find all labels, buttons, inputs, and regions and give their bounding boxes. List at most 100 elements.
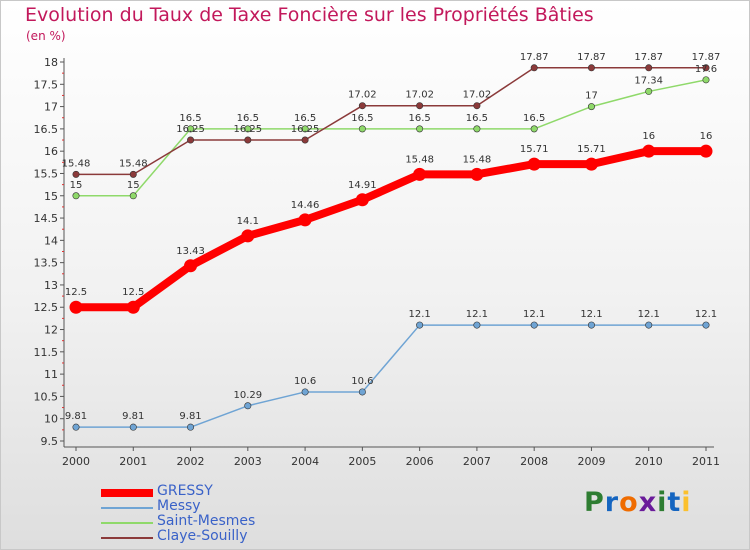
unit-label: (en %): [26, 29, 66, 43]
data-label: 15.71: [520, 144, 549, 155]
y-tick-label: 14: [44, 234, 58, 247]
data-label: 12.1: [466, 309, 488, 320]
data-point: [416, 102, 424, 110]
data-label: 12.1: [523, 309, 545, 320]
data-point: [587, 103, 595, 111]
data-label: 17: [585, 91, 598, 102]
data-labels: 9.81 9.81 9.81 10.29 10.6 10.6 12.1 12.1 12.1 12.…: [62, 52, 721, 422]
data-point: [530, 321, 538, 329]
legend-swatch: [101, 537, 153, 539]
data-point: [129, 170, 137, 178]
data-label: 10.6: [351, 376, 373, 387]
data-point: [473, 321, 481, 329]
data-label: 17.87: [520, 52, 549, 63]
y-tick-label: 11: [44, 368, 58, 381]
x-tick-label: 2008: [520, 455, 548, 468]
series-line-3: [76, 67, 706, 176]
data-point: [470, 167, 484, 181]
data-point: [355, 193, 369, 207]
data-label: 17.02: [405, 90, 434, 101]
data-label: 15.48: [119, 158, 148, 169]
y-tick-label: 13.5: [34, 257, 59, 270]
y-tick-label: 16.5: [34, 123, 59, 136]
data-point: [527, 157, 541, 171]
data-label: 17.02: [463, 90, 492, 101]
data-label: 14.46: [291, 200, 320, 211]
y-tick-label: 17.5: [34, 78, 59, 91]
data-point: [301, 125, 309, 133]
data-label: 12.1: [695, 309, 717, 320]
data-point: [129, 423, 137, 431]
y-tick-label: 10: [44, 413, 58, 426]
legend-item: GRESSY: [101, 483, 321, 501]
y-tick-label: 9.5: [41, 435, 59, 448]
series-line-0: [76, 147, 706, 312]
data-point: [244, 402, 252, 410]
logo-letter: i: [681, 487, 692, 518]
x-tick-label: 2001: [119, 455, 147, 468]
data-label: 16.25: [233, 124, 262, 135]
data-label: 17.34: [634, 75, 663, 86]
legend-swatch: [101, 522, 153, 524]
data-point: [187, 423, 195, 431]
data-point: [642, 144, 656, 158]
data-point: [702, 76, 710, 84]
data-label: 12.1: [580, 309, 602, 320]
legend-swatch: [101, 507, 153, 509]
data-point: [72, 423, 80, 431]
legend-swatch: [101, 489, 153, 497]
data-label: 9.81: [179, 411, 201, 422]
data-point: [702, 64, 710, 72]
data-point: [301, 388, 309, 396]
data-point: [244, 136, 252, 144]
data-label: 14.1: [237, 216, 259, 227]
logo-letter: r: [604, 487, 620, 518]
data-point: [301, 136, 309, 144]
data-point: [584, 157, 598, 171]
data-label: 12.5: [122, 287, 144, 298]
data-label: 17.87: [577, 52, 606, 63]
y-tick-label: 16: [44, 145, 58, 158]
data-label: 16.5: [466, 113, 488, 124]
legend-label: Messy: [157, 498, 201, 514]
data-point: [184, 259, 198, 273]
data-point: [187, 136, 195, 144]
data-label: 10.29: [233, 390, 262, 401]
x-tick-label: 2000: [62, 455, 90, 468]
x-tick-label: 2004: [291, 455, 319, 468]
series-line-1: [76, 324, 706, 428]
data-point: [298, 213, 312, 227]
y-tick-label: 18: [44, 56, 58, 69]
data-label: 12.1: [638, 309, 660, 320]
data-point: [413, 167, 427, 181]
logo-letter: o: [619, 487, 639, 518]
data-label: 15.71: [577, 144, 606, 155]
data-label: 12.5: [65, 287, 87, 298]
data-point: [530, 64, 538, 72]
y-tick-label: 12: [44, 324, 58, 337]
data-point: [587, 64, 595, 72]
data-point: [72, 170, 80, 178]
data-point: [416, 321, 424, 329]
y-tick-label: 13: [44, 279, 58, 292]
series-line-2: [76, 79, 707, 197]
x-tick-label: 2009: [577, 455, 605, 468]
logo-letter: P: [584, 487, 605, 518]
data-label: 16: [642, 131, 655, 142]
data-label: 17.6: [695, 64, 717, 75]
data-label: 12.1: [409, 309, 431, 320]
data-point: [187, 125, 195, 133]
data-point: [645, 64, 653, 72]
data-label: 15.48: [463, 154, 492, 165]
data-label: 16.25: [291, 124, 320, 135]
x-tick-label: 2005: [348, 455, 376, 468]
data-point: [416, 125, 424, 133]
data-label: 10.6: [294, 376, 316, 387]
y-tick-label: 10.5: [34, 390, 59, 403]
data-label: 16: [700, 131, 713, 142]
data-label: 16.25: [176, 124, 205, 135]
data-point: [530, 125, 538, 133]
data-label: 14.91: [348, 180, 377, 191]
data-points: [69, 64, 713, 431]
